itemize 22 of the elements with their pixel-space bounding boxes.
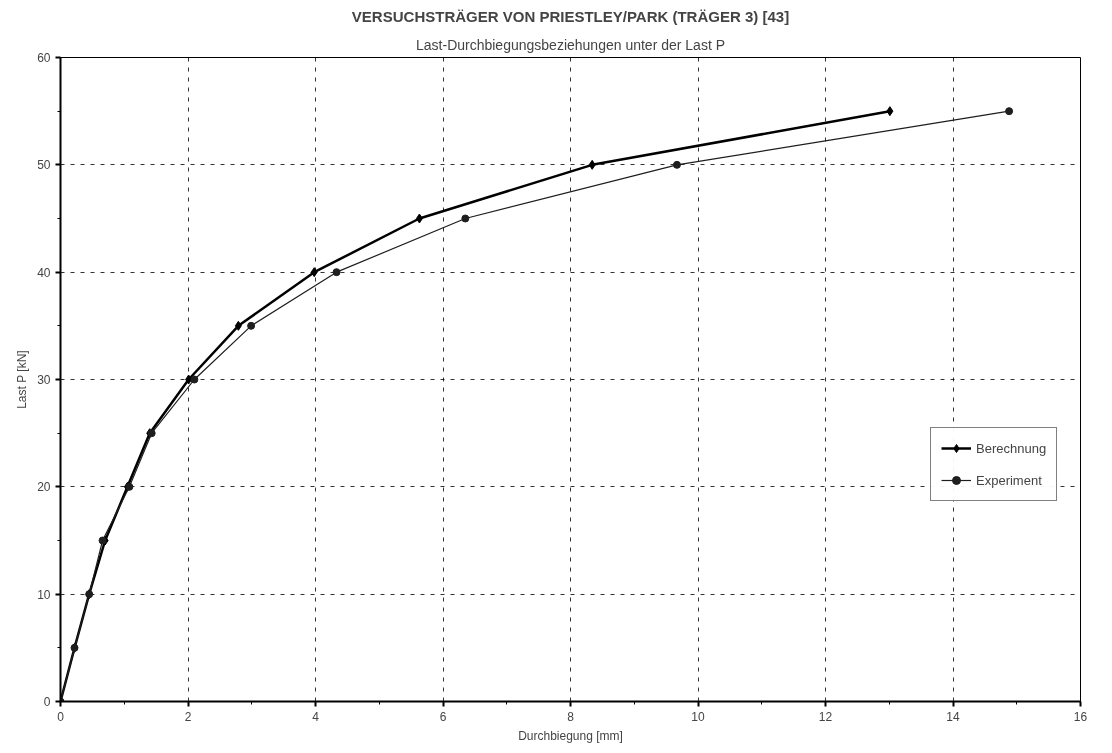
- x-tick-label: 4: [312, 709, 320, 724]
- y-tick-label: 30: [37, 373, 51, 387]
- y-tick-label: 20: [37, 480, 51, 495]
- legend-label: Experiment: [976, 472, 1042, 488]
- y-tick-label: 50: [37, 158, 51, 173]
- legend-label: Berechnung: [976, 440, 1047, 456]
- y-tick-label: 40: [37, 265, 51, 280]
- x-axis-title: Durchbiegung [mm]: [518, 728, 623, 743]
- x-tick-label: 2: [184, 709, 192, 724]
- y-tick-label: 0: [43, 695, 51, 709]
- y-axis-title: Last P [kN]: [15, 350, 30, 409]
- x-tick-label: 14: [946, 709, 960, 724]
- x-tick-label: 10: [691, 709, 705, 724]
- x-tick-label: 16: [1073, 709, 1088, 724]
- x-tick-label: 6: [439, 709, 447, 724]
- x-tick-label: 8: [567, 709, 575, 724]
- y-tick-label: 60: [37, 51, 51, 65]
- x-tick-label: 12: [818, 709, 833, 724]
- chart-subtitle: Last-Durchbiegungsbeziehungen unter der Last P: [416, 36, 725, 53]
- chart-title: VERSUCHSTRÄGER VON PRIESTLEY/PARK (TRÄGER 3) [43]: [351, 7, 790, 25]
- x-tick-label: 0: [57, 709, 65, 724]
- y-tick-label: 10: [37, 587, 51, 602]
